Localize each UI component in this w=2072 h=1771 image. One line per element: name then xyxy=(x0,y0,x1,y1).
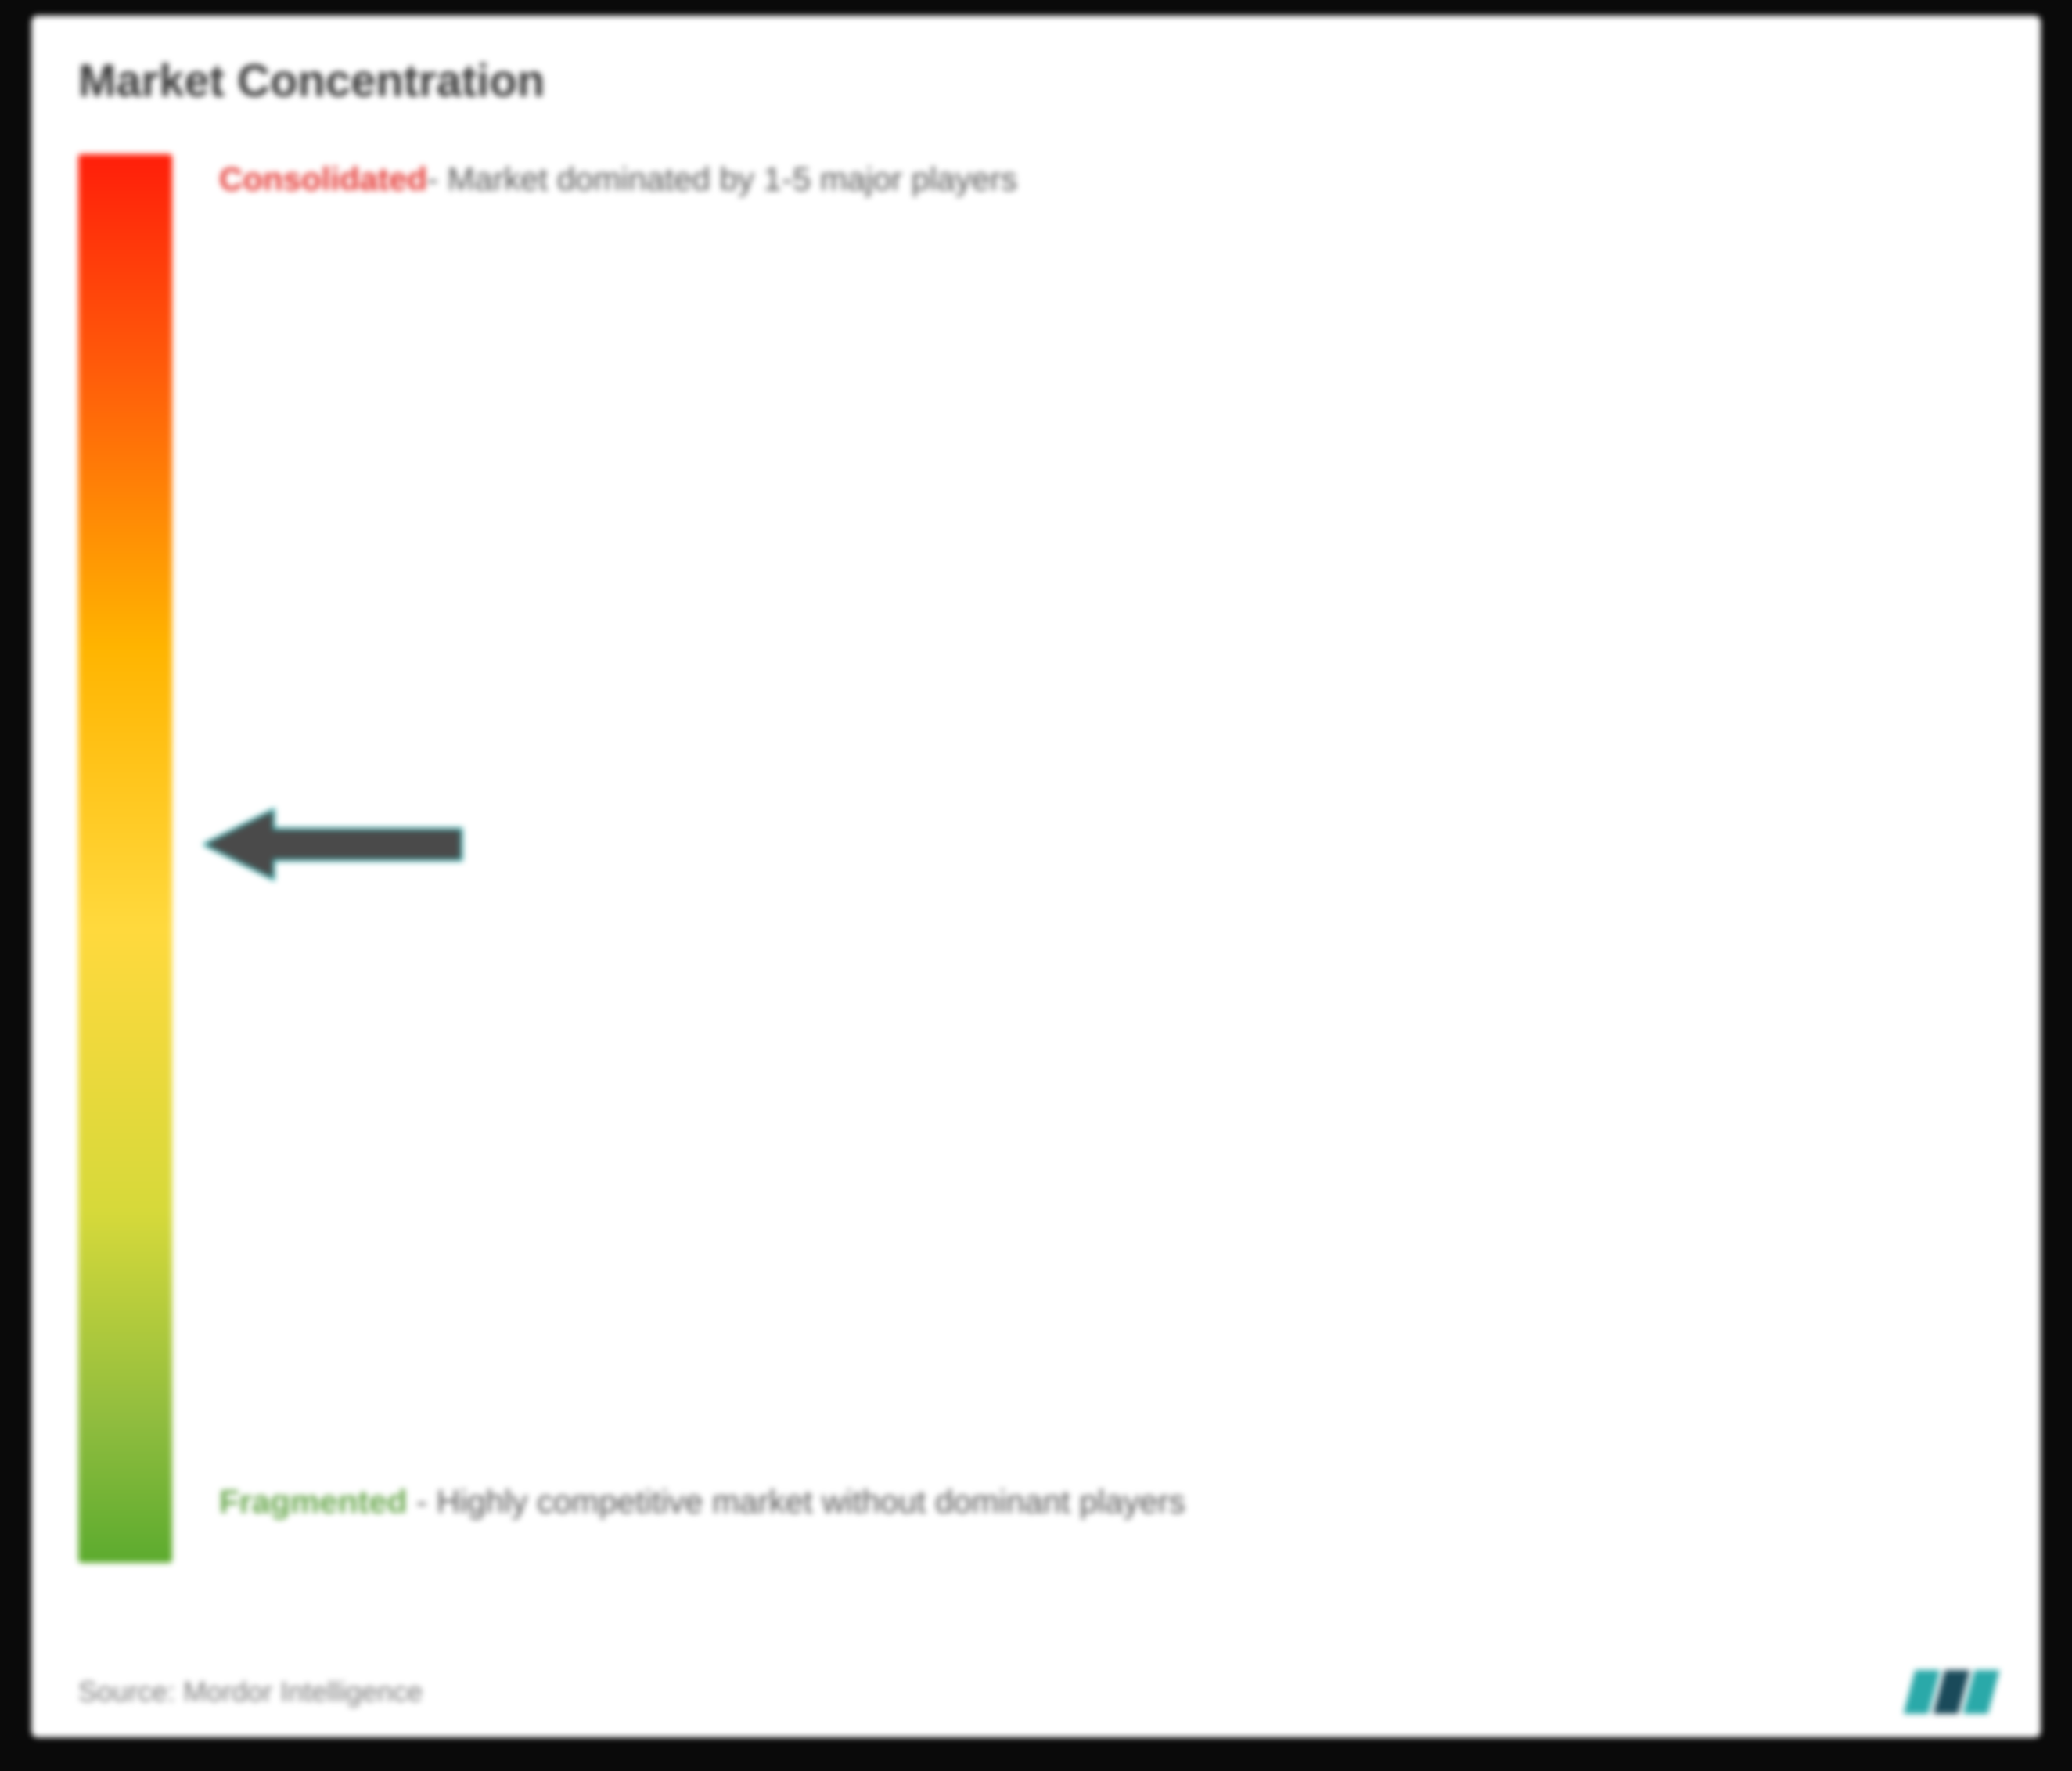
position-arrow xyxy=(203,805,469,887)
concentration-gradient-bar xyxy=(78,154,172,1563)
fragmented-label: Fragmented - Highly competitive market w… xyxy=(219,1472,1185,1532)
arrow-left-icon xyxy=(203,805,469,884)
consolidated-desc: - Market dominated by 1-5 major players xyxy=(427,160,1017,197)
consolidated-term: Consolidated xyxy=(219,160,427,197)
card-title: Market Concentration xyxy=(78,55,1994,107)
labels-column: Consolidated- Market dominated by 1-5 ma… xyxy=(219,154,1994,1563)
mordor-logo-icon xyxy=(1909,1670,1994,1714)
card-content: Consolidated- Market dominated by 1-5 ma… xyxy=(78,154,1994,1586)
consolidated-label: Consolidated- Market dominated by 1-5 ma… xyxy=(219,154,1017,203)
fragmented-desc: - Highly competitive market without domi… xyxy=(407,1483,1185,1520)
card-footer: Source: Mordor Intelligence xyxy=(78,1670,1994,1714)
source-text: Source: Mordor Intelligence xyxy=(78,1676,423,1708)
fragmented-term: Fragmented xyxy=(219,1483,407,1520)
market-concentration-card: Market Concentration Consolidated- Marke… xyxy=(31,16,2041,1737)
